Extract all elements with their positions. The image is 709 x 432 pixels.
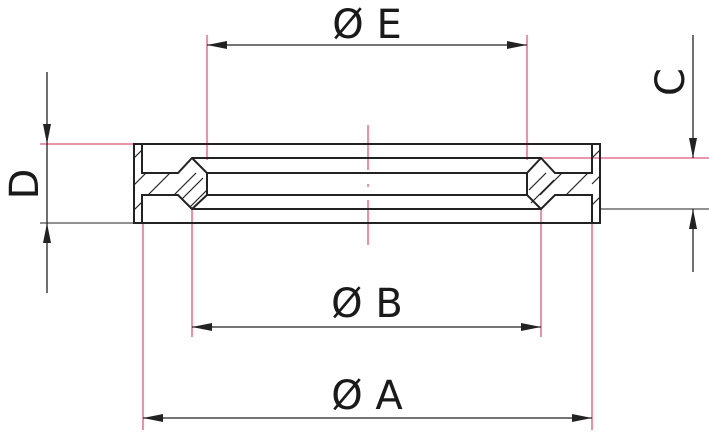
dimension-e: Ø E (207, 2, 527, 49)
dimension-d-label: D (2, 169, 48, 200)
dimension-e-label: Ø E (332, 2, 401, 48)
dimension-b-label: Ø B (331, 281, 403, 327)
dimension-c-label: C (648, 68, 694, 96)
dimension-d: D (2, 72, 51, 293)
gasket-section (133, 143, 601, 224)
dimension-c: C (648, 35, 697, 272)
dimension-b: Ø B (192, 281, 541, 331)
reference-lines (40, 35, 709, 430)
dimension-a-label: Ø A (331, 373, 403, 419)
dimension-a: Ø A (143, 373, 592, 422)
